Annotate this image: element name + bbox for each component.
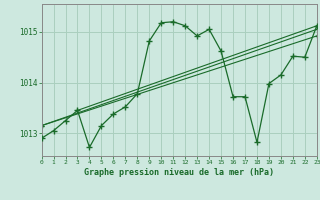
X-axis label: Graphe pression niveau de la mer (hPa): Graphe pression niveau de la mer (hPa) — [84, 168, 274, 177]
